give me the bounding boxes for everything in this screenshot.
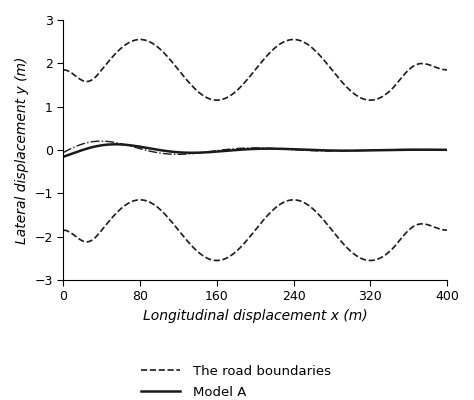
The road boundaries	[444, 68, 450, 72]
Model A	[112, 142, 118, 147]
Model B	[243, 146, 249, 150]
Model B	[222, 147, 228, 152]
Model A	[444, 148, 450, 152]
The road boundaries	[137, 37, 143, 42]
Model B	[413, 147, 419, 152]
The road boundaries	[222, 96, 228, 101]
Model B	[175, 152, 181, 157]
Model A	[61, 154, 66, 159]
X-axis label: Longitudinal displacement x (m): Longitudinal displacement x (m)	[143, 309, 367, 323]
Line: Model A: Model A	[64, 144, 447, 157]
Model B	[225, 147, 231, 152]
Legend: The road boundaries, Model A, Model B: The road boundaries, Model A, Model B	[136, 359, 337, 400]
Model B	[444, 148, 450, 152]
Line: Model B: Model B	[64, 141, 447, 154]
Model B	[61, 150, 66, 155]
Line: The road boundaries: The road boundaries	[64, 40, 447, 100]
Model B	[339, 148, 345, 153]
The road boundaries	[413, 62, 419, 67]
The road boundaries	[243, 79, 248, 84]
The road boundaries	[225, 95, 230, 100]
The road boundaries	[61, 68, 66, 72]
The road boundaries	[367, 98, 373, 102]
Model A	[339, 148, 345, 153]
Model A	[432, 147, 438, 152]
Model A	[243, 147, 248, 152]
Model A	[225, 148, 230, 153]
The road boundaries	[339, 80, 345, 84]
The road boundaries	[433, 65, 438, 70]
Y-axis label: Lateral displacement y (m): Lateral displacement y (m)	[15, 56, 29, 244]
Model B	[433, 147, 438, 152]
Model A	[413, 147, 419, 152]
Model B	[98, 139, 104, 144]
Model A	[222, 148, 228, 153]
